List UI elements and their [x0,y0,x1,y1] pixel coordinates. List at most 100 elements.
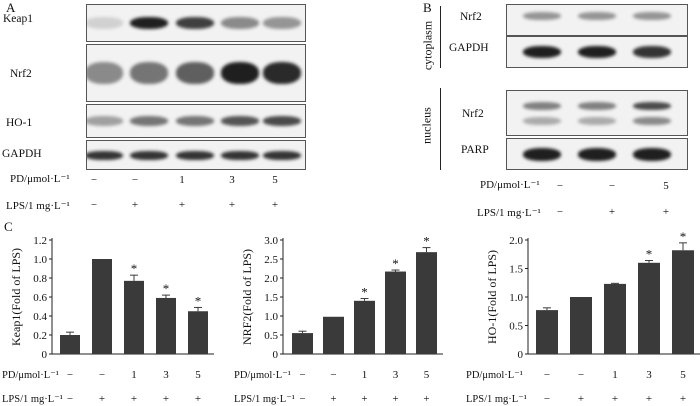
lps-value: + [195,393,201,405]
blot-band [221,62,259,84]
cytoplasm-divider [440,6,441,68]
pd-label: PD/μmol·L⁻¹ [466,370,523,381]
bar [60,335,80,354]
y-tick-label: 2.5 [264,254,278,266]
pd-value: − [67,369,73,381]
blot-band [87,62,123,84]
y-tick-label: 0 [273,349,279,361]
lps-value: + [612,393,618,405]
blot-band [87,150,123,160]
y-tick-label: 1.0 [509,292,523,304]
panel-a-lps-value: − [90,199,98,211]
bar [124,280,144,354]
blot-band [523,12,561,20]
lps-label: LPS/1 mg·L⁻¹ [466,394,527,405]
y-tick-label: 0.2 [33,330,47,342]
blot-band [176,17,214,29]
y-tick-label: 0.5 [509,321,523,333]
lps-value: − [544,393,550,405]
panel-a-row-label-nrf2: Nrf2 [10,68,32,80]
panel-b-blot-cyto-gapdh [506,36,688,68]
panel-b-letter: B [423,0,432,15]
bar [416,252,437,354]
y-axis-label: HO-1(Fold of LPS) [485,250,499,344]
blot-band [176,116,214,126]
lps-value: + [423,393,429,405]
pd-value: 3 [393,369,399,381]
blot-band [221,116,259,126]
panel-b-lps-value: + [662,206,670,218]
blot-band [633,12,671,20]
lps-value: + [163,393,169,405]
blot-band [263,116,301,126]
bar [672,250,694,354]
panel-b-pd-value: − [556,180,564,192]
significance-marker: * [195,293,202,308]
bar [156,297,176,354]
panel-b-nuc-label-parp: PARP [461,144,489,156]
pd-value: − [544,369,550,381]
blot-band [176,62,214,84]
blot-band [87,17,123,29]
panel-b-blot-nuc-nrf2 [506,90,688,136]
lps-label: LPS/1 mg·L⁻¹ [2,394,63,405]
panel-a-pd-value: − [90,174,98,186]
panel-a-row-label-gapdh: GAPDH [2,148,42,160]
lps-value: + [646,393,652,405]
panel-a-row-label-ho1: HO-1 [6,117,33,129]
blot-band [221,17,259,29]
bar [188,311,208,354]
y-tick-label: 0.8 [33,273,47,285]
panel-a-blot-keap1 [86,4,306,42]
bar-chart-nrf2: 0 0.5 1.0 1.5 2.0 2.5 3.0 NRF2(Fold of LPS) − − − +… [234,234,443,405]
lps-value: + [361,393,367,405]
blot-band [633,147,671,161]
bar-chart-keap1: 0 0.2 0.4 0.6 0.8 1.0 1.2 Keap1(Fold of LPS) − − −… [2,235,214,405]
panel-b-pd-value: 5 [663,180,669,192]
y-tick-label: 2.0 [264,273,278,285]
panel-b-cyto-label-nrf2: Nrf2 [460,11,482,23]
panel-b-blot-cyto-nrf2 [506,4,688,36]
bar [292,333,313,354]
lps-value: − [299,393,305,405]
significance-marker: * [163,281,170,296]
pd-value: − [578,369,584,381]
pd-value: 3 [646,369,652,381]
panel-a-blot-gapdh [86,140,306,170]
panel-a-blot-nrf2 [86,44,306,102]
blot-band [87,116,123,126]
lps-value: + [131,393,137,405]
pd-value: 5 [680,369,686,381]
blot-band [176,150,214,160]
blot-band [130,150,168,160]
y-tick-label: 1.2 [33,235,47,247]
panel-b-pd-label: PD/μmol·L⁻¹ [480,179,540,191]
blot-band [221,150,259,160]
panel-a-pd-value: 3 [229,174,235,186]
bar [570,297,592,354]
y-tick-label: 0 [42,349,48,361]
blot-band [633,46,671,58]
blot-band [633,102,671,110]
bar [536,310,558,354]
blot-band [130,62,168,84]
panel-a-lps-value: + [131,199,139,211]
bar [638,262,660,354]
significance-marker: * [131,261,138,276]
bar [354,300,375,354]
lps-label: LPS/1 mg·L⁻¹ [234,394,295,405]
blot-band [263,150,301,160]
blot-band [130,116,168,126]
panel-b-lps-value: + [608,206,616,218]
significance-marker: * [680,229,687,244]
pd-value: 3 [163,369,169,381]
lps-value: + [392,393,398,405]
significance-marker: * [646,247,653,262]
significance-marker: * [392,256,399,271]
pd-value: 1 [362,369,368,381]
lps-value: + [99,393,105,405]
nucleus-label: nucleus [419,107,434,144]
panel-b-cyto-label-gapdh: GAPDH [449,42,489,54]
y-tick-label: 0.5 [264,330,278,342]
lps-value: − [67,393,73,405]
